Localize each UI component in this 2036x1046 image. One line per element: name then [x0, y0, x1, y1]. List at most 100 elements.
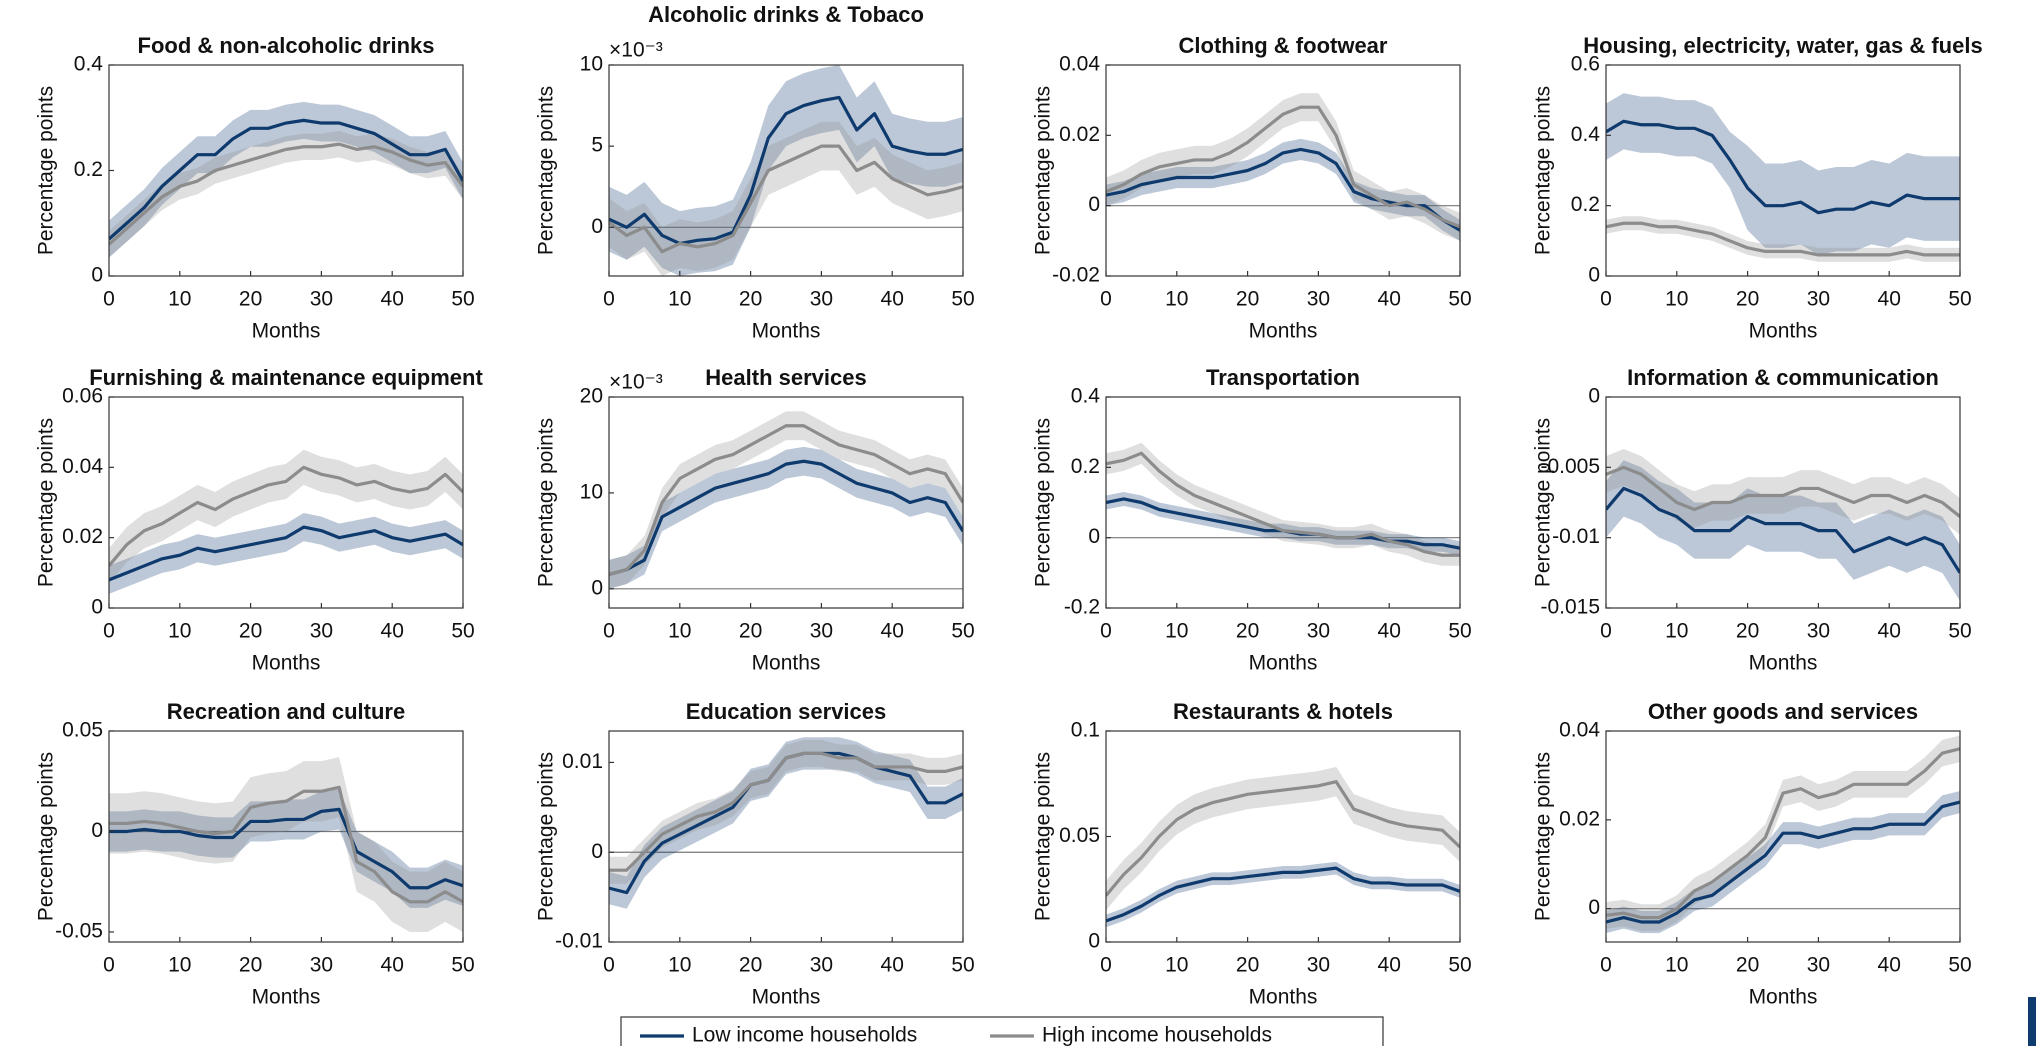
- plot-area: [1106, 766, 1460, 928]
- x-tick-label: 40: [381, 620, 404, 643]
- y-axis-label: Percentage points: [1532, 418, 1555, 587]
- series-line: [109, 785, 463, 904]
- plot-background: [109, 731, 463, 942]
- y-tick-label: 0: [1088, 930, 1100, 953]
- x-tick-label: 10: [1165, 288, 1188, 311]
- x-tick-label: 20: [1236, 620, 1259, 643]
- plot-area: [609, 65, 963, 276]
- y-tick-label: 20: [580, 385, 603, 408]
- chart-title: Furnishing & maintenance equipment: [89, 365, 483, 390]
- x-tick-label: 40: [381, 954, 404, 977]
- chart-title: Education services: [686, 699, 887, 724]
- x-tick-label: 10: [1165, 954, 1188, 977]
- y-axis-label: Percentage points: [535, 752, 558, 921]
- y-tick-label: 0: [1588, 896, 1600, 919]
- x-tick-label: 0: [603, 620, 615, 643]
- plot-area: [109, 449, 463, 594]
- x-tick-label: 30: [810, 954, 833, 977]
- x-tick-label: 10: [668, 620, 691, 643]
- y-tick-label: 0.2: [1571, 193, 1600, 216]
- x-tick-label: 30: [1307, 288, 1330, 311]
- x-tick-label: 0: [103, 288, 115, 311]
- x-axis-label: Months: [1249, 320, 1318, 343]
- series-line: [109, 465, 463, 567]
- y-tick-label: 0.4: [1071, 385, 1101, 408]
- x-tick-label: 20: [1236, 954, 1259, 977]
- y-axis-label: Percentage points: [1032, 418, 1055, 587]
- x-tick-label: 30: [1807, 954, 1830, 977]
- x-tick-label: 20: [239, 954, 262, 977]
- x-tick-label: 10: [1165, 620, 1188, 643]
- x-tick-label: 40: [381, 288, 404, 311]
- plot-area: [1606, 93, 1960, 262]
- x-tick-label: 0: [603, 954, 615, 977]
- y-tick-label: 0.4: [1571, 123, 1601, 146]
- y-tick-label: 0.6: [1571, 53, 1600, 76]
- plot-area: [109, 101, 463, 258]
- y-tick-label: 0: [1088, 525, 1100, 548]
- chart-title: Restaurants & hotels: [1173, 699, 1393, 724]
- plot-frame: [1605, 64, 1961, 277]
- x-tick-label: 50: [1948, 620, 1971, 643]
- plot-area: [1606, 449, 1960, 601]
- x-tick-label: 40: [1378, 620, 1401, 643]
- y-tick-label: 0.04: [62, 455, 103, 478]
- axis-multiplier: ×10⁻³: [609, 39, 663, 62]
- plot-background: [1606, 397, 1960, 608]
- y-tick-label: 0: [91, 596, 103, 619]
- confidence-band: [1106, 93, 1460, 241]
- x-axis-label: Months: [1249, 986, 1318, 1009]
- series-line: [109, 807, 463, 890]
- plot-frame: [608, 730, 964, 943]
- x-tick-label: 40: [1378, 288, 1401, 311]
- confidence-band: [609, 739, 963, 884]
- x-tick-label: 40: [881, 954, 904, 977]
- x-tick-label: 0: [603, 288, 615, 311]
- series-line: [1606, 465, 1960, 518]
- y-tick-label: 10: [580, 53, 603, 76]
- x-axis-label: Months: [1749, 320, 1818, 343]
- series-line: [1106, 866, 1460, 923]
- confidence-band: [1106, 861, 1460, 928]
- confidence-band: [609, 121, 963, 276]
- x-axis-label: Months: [1249, 652, 1318, 675]
- y-tick-label: -0.01: [555, 930, 603, 953]
- plot-area: [109, 757, 463, 932]
- y-axis-label: Percentage points: [35, 418, 58, 587]
- plot-area: [609, 411, 963, 590]
- x-tick-label: 0: [103, 620, 115, 643]
- series-line: [609, 751, 963, 872]
- y-tick-label: 0: [91, 264, 103, 287]
- plot-frame: [108, 396, 464, 609]
- y-axis-label: Percentage points: [35, 752, 58, 921]
- corner-decoration: [2028, 997, 2036, 1046]
- x-tick-label: 0: [103, 954, 115, 977]
- y-axis-label: Percentage points: [35, 86, 58, 255]
- x-tick-label: 40: [881, 620, 904, 643]
- x-tick-label: 10: [1665, 620, 1688, 643]
- plot-background: [609, 397, 963, 608]
- x-tick-label: 20: [739, 288, 762, 311]
- y-tick-label: -0.015: [1540, 596, 1600, 619]
- plot-background: [609, 65, 963, 276]
- y-tick-label: 10: [580, 480, 603, 503]
- chart-title: Alcoholic drinks & Tobaco: [648, 2, 924, 27]
- x-axis-label: Months: [752, 652, 821, 675]
- confidence-band: [1606, 460, 1960, 601]
- plot-background: [1606, 731, 1960, 942]
- y-axis-label: Percentage points: [535, 86, 558, 255]
- y-tick-label: 0: [1588, 385, 1600, 408]
- x-tick-label: 30: [810, 288, 833, 311]
- x-tick-label: 30: [810, 620, 833, 643]
- x-tick-label: 50: [451, 954, 474, 977]
- y-tick-label: 0.02: [62, 525, 103, 548]
- y-tick-label: 0: [591, 215, 603, 238]
- x-tick-label: 0: [1100, 288, 1112, 311]
- confidence-band: [609, 737, 963, 909]
- y-tick-label: 0.01: [562, 750, 603, 773]
- x-tick-label: 50: [1448, 954, 1471, 977]
- confidence-band: [109, 449, 463, 584]
- series-line: [1106, 451, 1460, 557]
- x-tick-label: 50: [951, 620, 974, 643]
